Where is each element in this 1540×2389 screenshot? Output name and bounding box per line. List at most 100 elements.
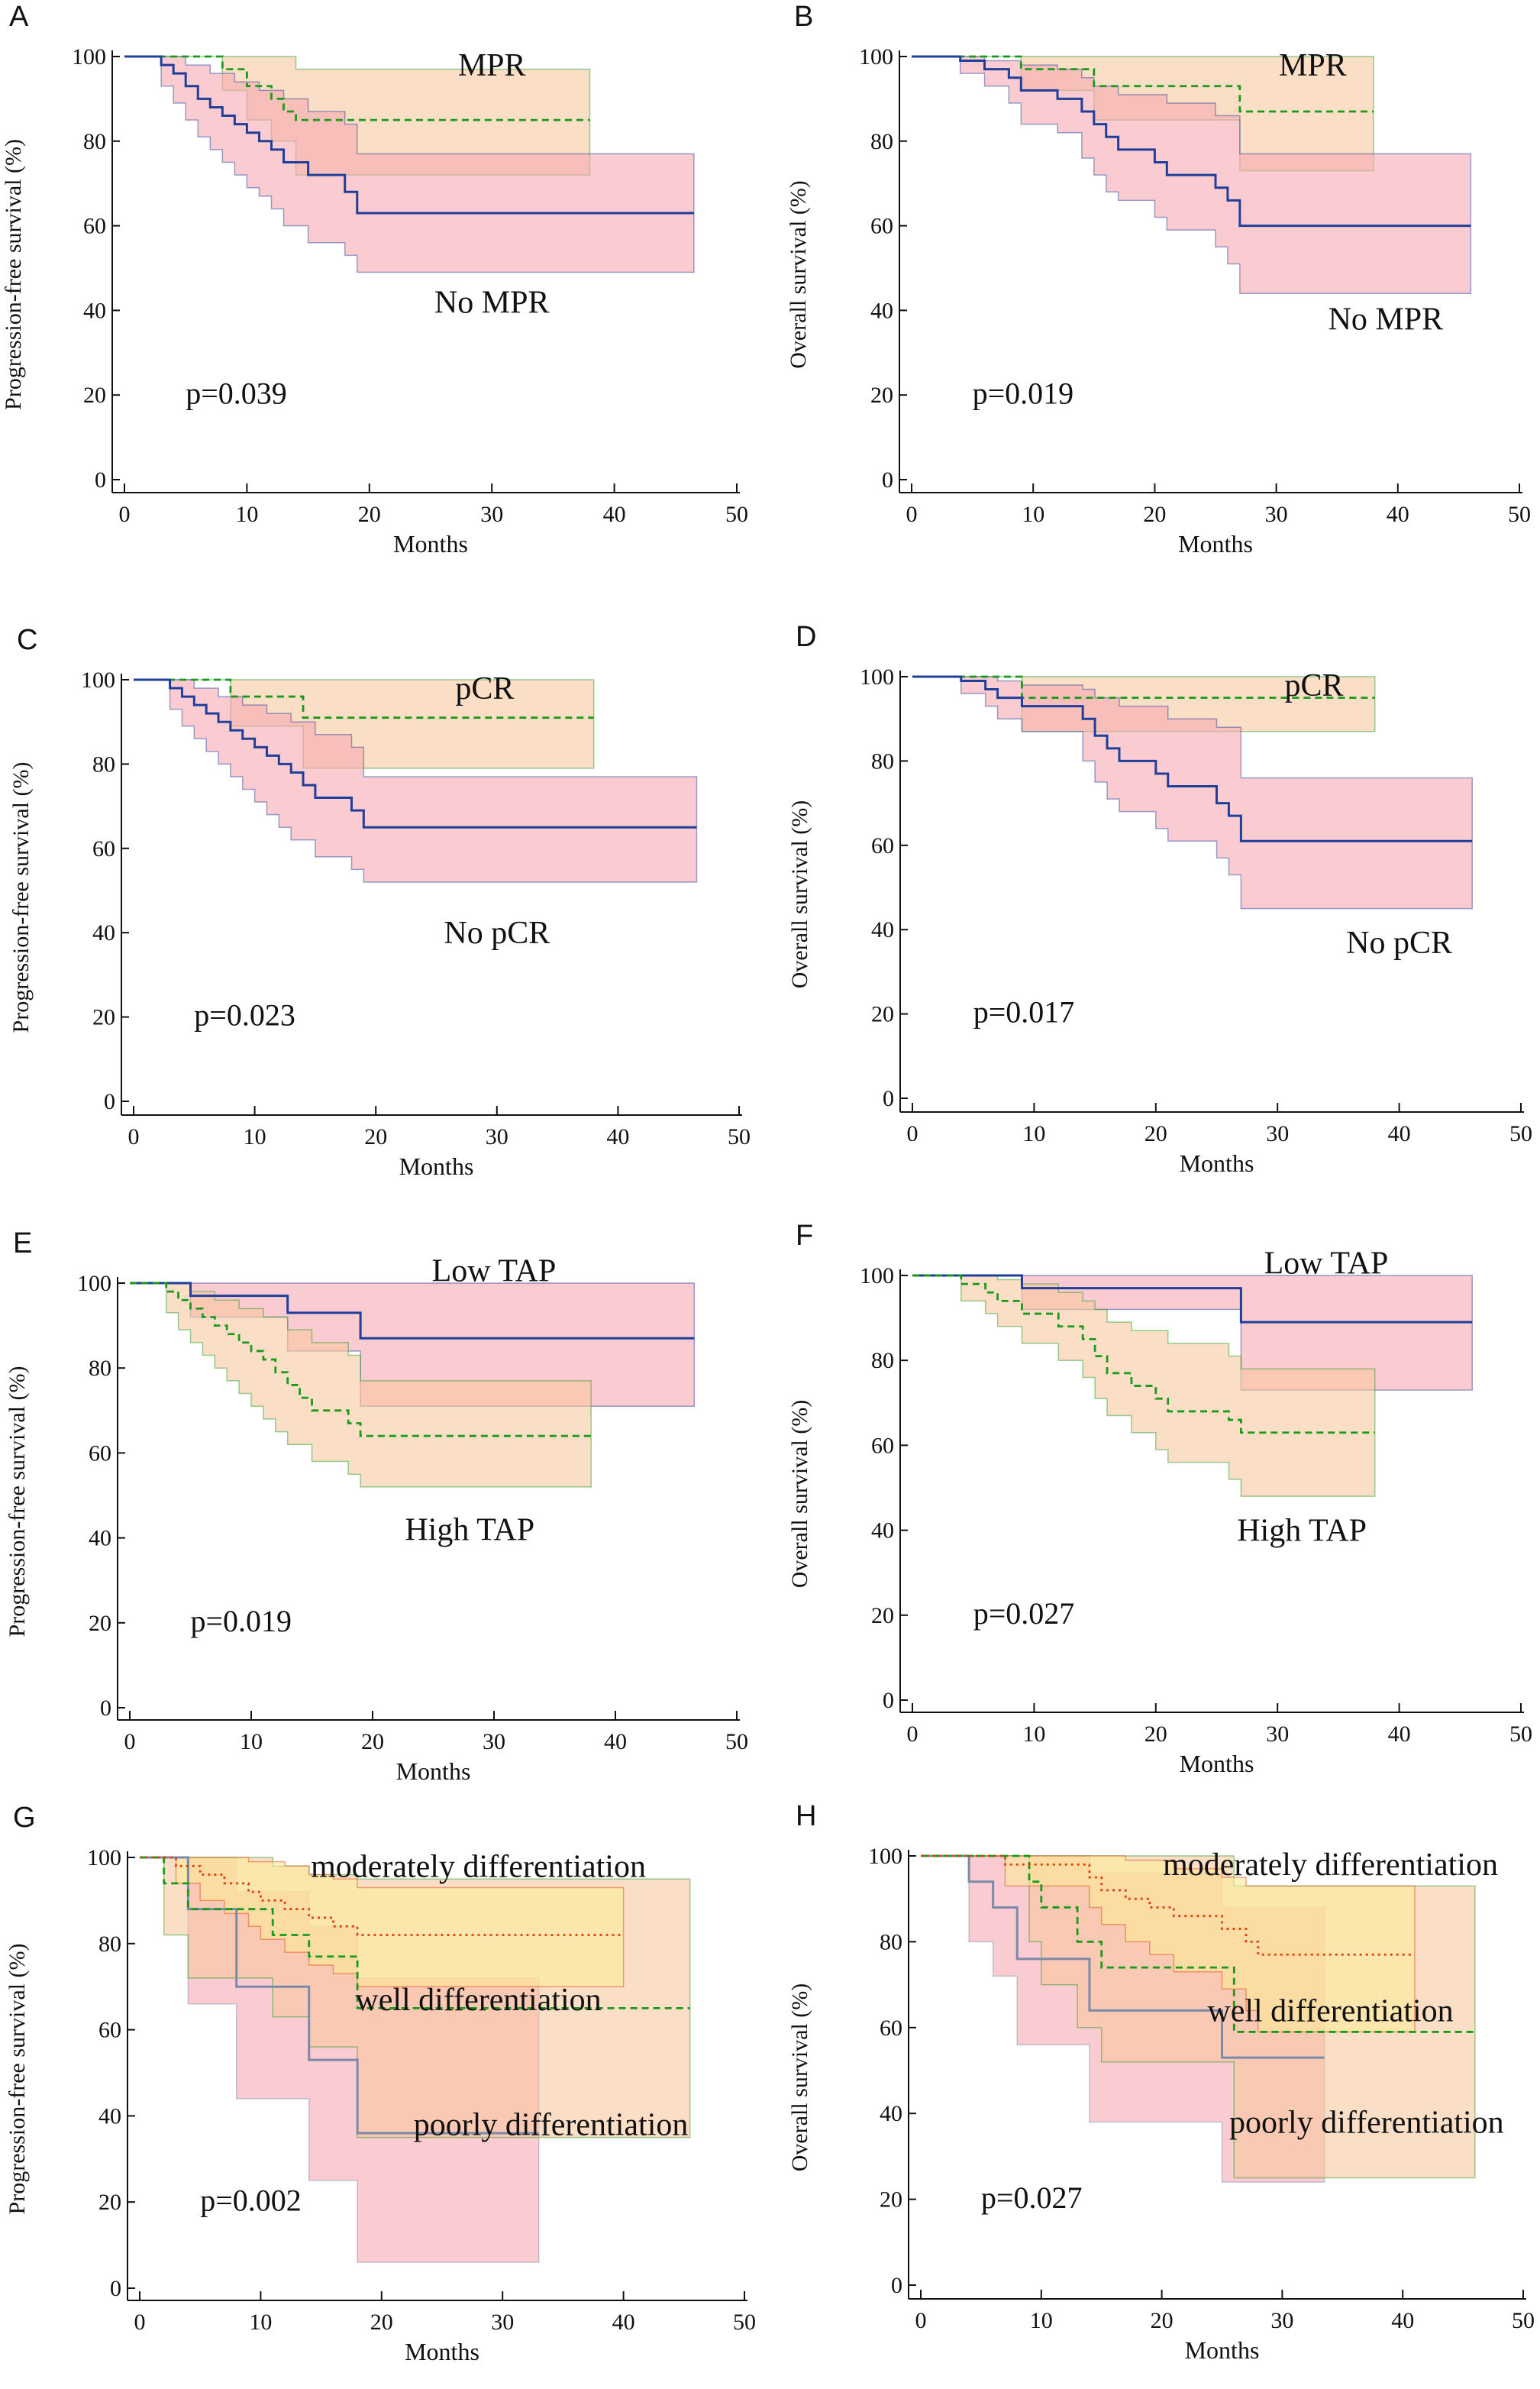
y-tick-label: 40 [83, 298, 106, 323]
x-axis-label: Months [399, 1152, 474, 1180]
survival-curve-2 [921, 1854, 1415, 1956]
panel-c: 0 20 40 60 80 100 0 10 20 30 40 50 C Progression-free… [8, 624, 751, 1180]
y-tick-label: 20 [83, 383, 106, 408]
x-tick-label: 50 [1508, 502, 1531, 527]
x-axis-label: Months [405, 2338, 479, 2365]
ci-band-2 [921, 1855, 1416, 2033]
x-tick-label: 40 [604, 1729, 627, 1754]
x-tick-label: 10 [1022, 1121, 1045, 1146]
x-tick-label: 10 [240, 1729, 263, 1754]
y-tick-label: 80 [89, 1356, 111, 1381]
x-tick-label: 40 [1388, 1121, 1411, 1146]
x-tick-label: 0 [128, 1124, 140, 1149]
x-tick-label: 0 [906, 502, 918, 527]
y-axis-label: Overall survival (%) [786, 180, 811, 369]
y-tick-label: 20 [92, 1005, 115, 1030]
y-tick-label: 80 [870, 129, 893, 154]
p-value: p=0.019 [191, 1604, 292, 1638]
panel-h: 0 20 40 60 80 100 0 10 20 30 40 50 H Overall survival… [787, 1800, 1535, 2364]
x-tick-label: 30 [1266, 1721, 1289, 1747]
survival-curve-0 [912, 1274, 1473, 1324]
x-tick-label: 40 [1388, 1721, 1411, 1747]
survival-curve-1 [912, 1274, 1375, 1434]
x-tick-label: 50 [1509, 1721, 1532, 1747]
x-tick-label: 10 [1030, 2308, 1053, 2333]
panel-e: 0 20 40 60 80 100 0 10 20 30 40 50 E Progression-free… [5, 1227, 748, 1785]
p-value: p=0.019 [973, 376, 1074, 410]
y-tick-label: 20 [871, 1002, 894, 1027]
group-label-1: No MPR [434, 285, 550, 320]
x-tick-label: 10 [1022, 1721, 1045, 1747]
x-tick-label: 30 [480, 502, 503, 527]
y-tick-label: 0 [883, 1086, 894, 1111]
group-label-1: No pCR [444, 916, 550, 951]
survival-curve-0 [134, 678, 594, 719]
p-value: p=0.017 [973, 995, 1075, 1030]
x-tick-label: 40 [1391, 2308, 1414, 2333]
y-tick-label: 80 [83, 129, 106, 154]
y-tick-label: 20 [880, 2187, 902, 2213]
y-tick-label: 40 [89, 1526, 111, 1551]
group-label-0: MPR [1279, 48, 1347, 83]
y-axis-label: Progression-free survival (%) [1, 139, 26, 410]
y-tick-label: 0 [104, 1089, 115, 1114]
x-axis-label: Months [396, 1757, 471, 1785]
x-tick-label: 50 [1509, 1121, 1532, 1146]
y-axis-label: Overall survival (%) [787, 800, 812, 989]
group-label-1: No pCR [1346, 926, 1452, 961]
survival-curve-1 [124, 55, 694, 215]
group-label-1: well differentiation [1207, 1993, 1453, 2029]
group-label-1: High TAP [405, 1512, 534, 1547]
group-label-2: poorly differentiation [414, 2108, 689, 2143]
y-tick-label: 80 [92, 752, 115, 777]
x-tick-label: 20 [1145, 1721, 1167, 1747]
x-tick-label: 40 [606, 1124, 629, 1149]
ci-band-1 [912, 676, 1473, 910]
survival-curve-1 [134, 678, 697, 829]
x-tick-label: 30 [1265, 502, 1288, 527]
y-tick-label: 100 [859, 44, 893, 70]
x-tick-label: 20 [364, 1124, 387, 1149]
y-tick-label: 0 [883, 1688, 894, 1713]
panel-a: 0 20 40 60 80 100 0 10 20 30 40 50 A Progression-free… [1, 1, 748, 558]
x-tick-label: 20 [370, 2310, 393, 2335]
x-tick-label: 20 [1145, 1121, 1167, 1146]
x-axis-label: Months [1180, 1149, 1254, 1177]
x-tick-label: 20 [361, 1729, 384, 1754]
y-tick-label: 80 [98, 1932, 121, 1957]
survival-curve-1 [912, 55, 1471, 228]
y-tick-label: 40 [871, 1518, 894, 1544]
y-tick-label: 60 [880, 2016, 902, 2041]
ci-band-2 [140, 1857, 625, 1987]
y-axis-label: Overall survival (%) [787, 1983, 812, 2172]
x-axis-label: Months [1180, 1750, 1254, 1777]
survival-curve-1 [130, 1282, 592, 1437]
x-tick-label: 20 [1143, 502, 1166, 527]
y-tick-label: 60 [870, 214, 893, 239]
group-label-0: moderately differentiation [1163, 1848, 1498, 1883]
x-tick-label: 30 [1266, 1121, 1289, 1146]
ci-band-1 [912, 1275, 1376, 1497]
y-axis-label: Progression-free survival (%) [5, 1366, 30, 1637]
panel-d: 0 20 40 60 80 100 0 10 20 30 40 50 D Overall survival… [787, 621, 1532, 1177]
panel-letter: F [796, 1220, 813, 1252]
x-axis-label: Months [1178, 530, 1253, 558]
y-tick-label: 60 [871, 833, 894, 858]
p-value: p=0.027 [973, 1596, 1075, 1631]
x-tick-label: 50 [728, 1124, 751, 1149]
survival-curve-1 [912, 675, 1473, 842]
y-tick-label: 0 [882, 467, 893, 493]
survival-curve-1 [140, 1856, 690, 2009]
y-tick-label: 100 [860, 1263, 894, 1288]
y-tick-label: 100 [77, 1271, 111, 1296]
y-tick-label: 40 [870, 298, 893, 323]
panel-g: 0 20 40 60 80 100 0 10 20 30 40 50 G Progression-free… [5, 1802, 756, 2365]
y-tick-label: 60 [871, 1433, 894, 1458]
x-tick-label: 50 [725, 1729, 748, 1754]
y-tick-label: 100 [860, 664, 894, 690]
group-label-2: poorly differentiation [1229, 2105, 1504, 2140]
survival-curve-1 [921, 1854, 1475, 2033]
group-label-0: pCR [1285, 668, 1344, 703]
y-tick-label: 100 [81, 668, 115, 693]
x-tick-label: 10 [235, 502, 258, 527]
